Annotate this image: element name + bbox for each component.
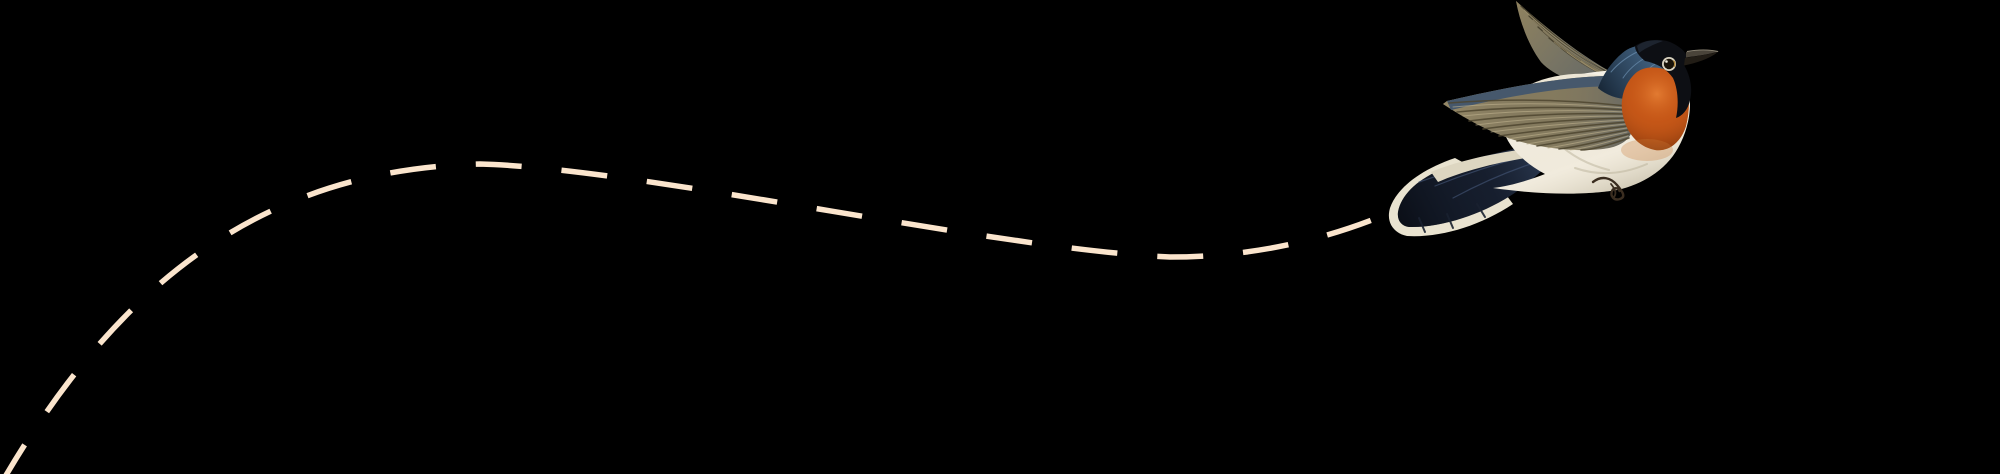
bird-beak-ridge — [1686, 49, 1719, 52]
bird-lower-wing-feathers — [1448, 99, 1630, 151]
bird-head-sheen — [1637, 40, 1663, 53]
swallow-illustration — [1388, 1, 1719, 237]
bird-lower-wing-feather-highlights — [1452, 103, 1629, 151]
bird-foot — [1591, 176, 1625, 201]
bird-breast-highlight — [1621, 67, 1689, 151]
bird-upper-wing-shade — [1516, 1, 1623, 84]
bird-tail-tip-notches — [1418, 203, 1486, 233]
bird-wing-leading-edge — [1447, 75, 1630, 110]
bird-eye-iris-arc — [1672, 60, 1676, 68]
dashed-flight-path — [3, 161, 1414, 474]
bird-eye-pupil — [1663, 58, 1675, 70]
bird-beak-upper — [1686, 49, 1719, 58]
bird-breast-fade — [1621, 139, 1673, 161]
bird-beak-lower — [1684, 52, 1718, 66]
bird-head — [1635, 39, 1692, 119]
bird-eye-glint — [1665, 60, 1668, 63]
